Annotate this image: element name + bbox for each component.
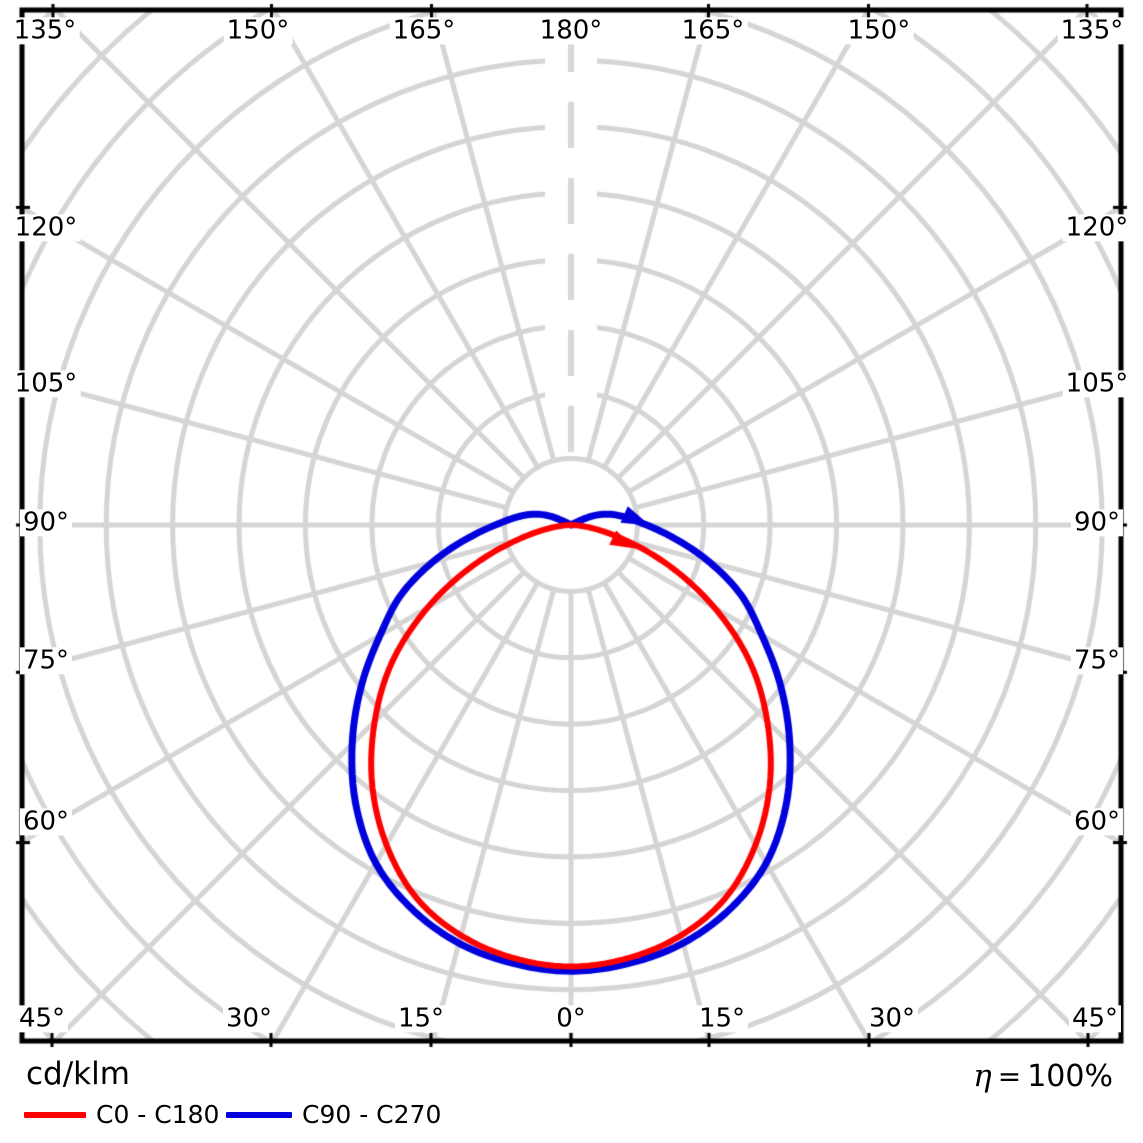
efficiency-value: 100%	[1027, 1059, 1113, 1094]
angle-label: 150°	[223, 17, 293, 45]
angle-label: 30°	[222, 1005, 276, 1033]
angle-label: 135°	[1057, 17, 1127, 45]
angle-label: 60°	[1070, 808, 1124, 836]
angle-label: 45°	[15, 1005, 69, 1033]
legend-swatch-blue-icon	[226, 1112, 292, 1118]
angle-label: 150°	[844, 17, 914, 45]
angle-label: 105°	[11, 370, 81, 398]
legend-label-c90-c270: C90 - C270	[302, 1100, 442, 1129]
angle-label: 90°	[19, 509, 73, 537]
angle-label: 120°	[1062, 214, 1132, 242]
unit-label: cd/klm	[26, 1056, 130, 1092]
legend-label-c0-c180: C0 - C180	[96, 1100, 220, 1129]
eta-symbol: η	[973, 1058, 992, 1094]
efficiency-label: η = 100%	[973, 1058, 1113, 1094]
angle-label: 15°	[394, 1005, 448, 1033]
angle-label: 120°	[11, 214, 81, 242]
angle-label: 75°	[19, 647, 73, 675]
legend: C0 - C180 C90 - C270	[0, 1098, 600, 1138]
angle-label: 0°	[553, 1005, 589, 1033]
angle-label: 135°	[10, 17, 80, 45]
angle-label: 165°	[678, 17, 748, 45]
angle-label: 45°	[1068, 1005, 1122, 1033]
angle-label: 75°	[1070, 647, 1124, 675]
legend-swatch-red-icon	[24, 1112, 86, 1118]
polar-chart-canvas	[0, 0, 1143, 1050]
angle-label: 15°	[695, 1005, 749, 1033]
angle-label: 30°	[865, 1005, 919, 1033]
angle-label: 60°	[19, 808, 73, 836]
angle-label: 105°	[1062, 370, 1132, 398]
angle-label: 180°	[536, 17, 606, 45]
equals-sign: =	[997, 1060, 1022, 1093]
angle-label: 90°	[1070, 509, 1124, 537]
angle-label: 165°	[389, 17, 459, 45]
